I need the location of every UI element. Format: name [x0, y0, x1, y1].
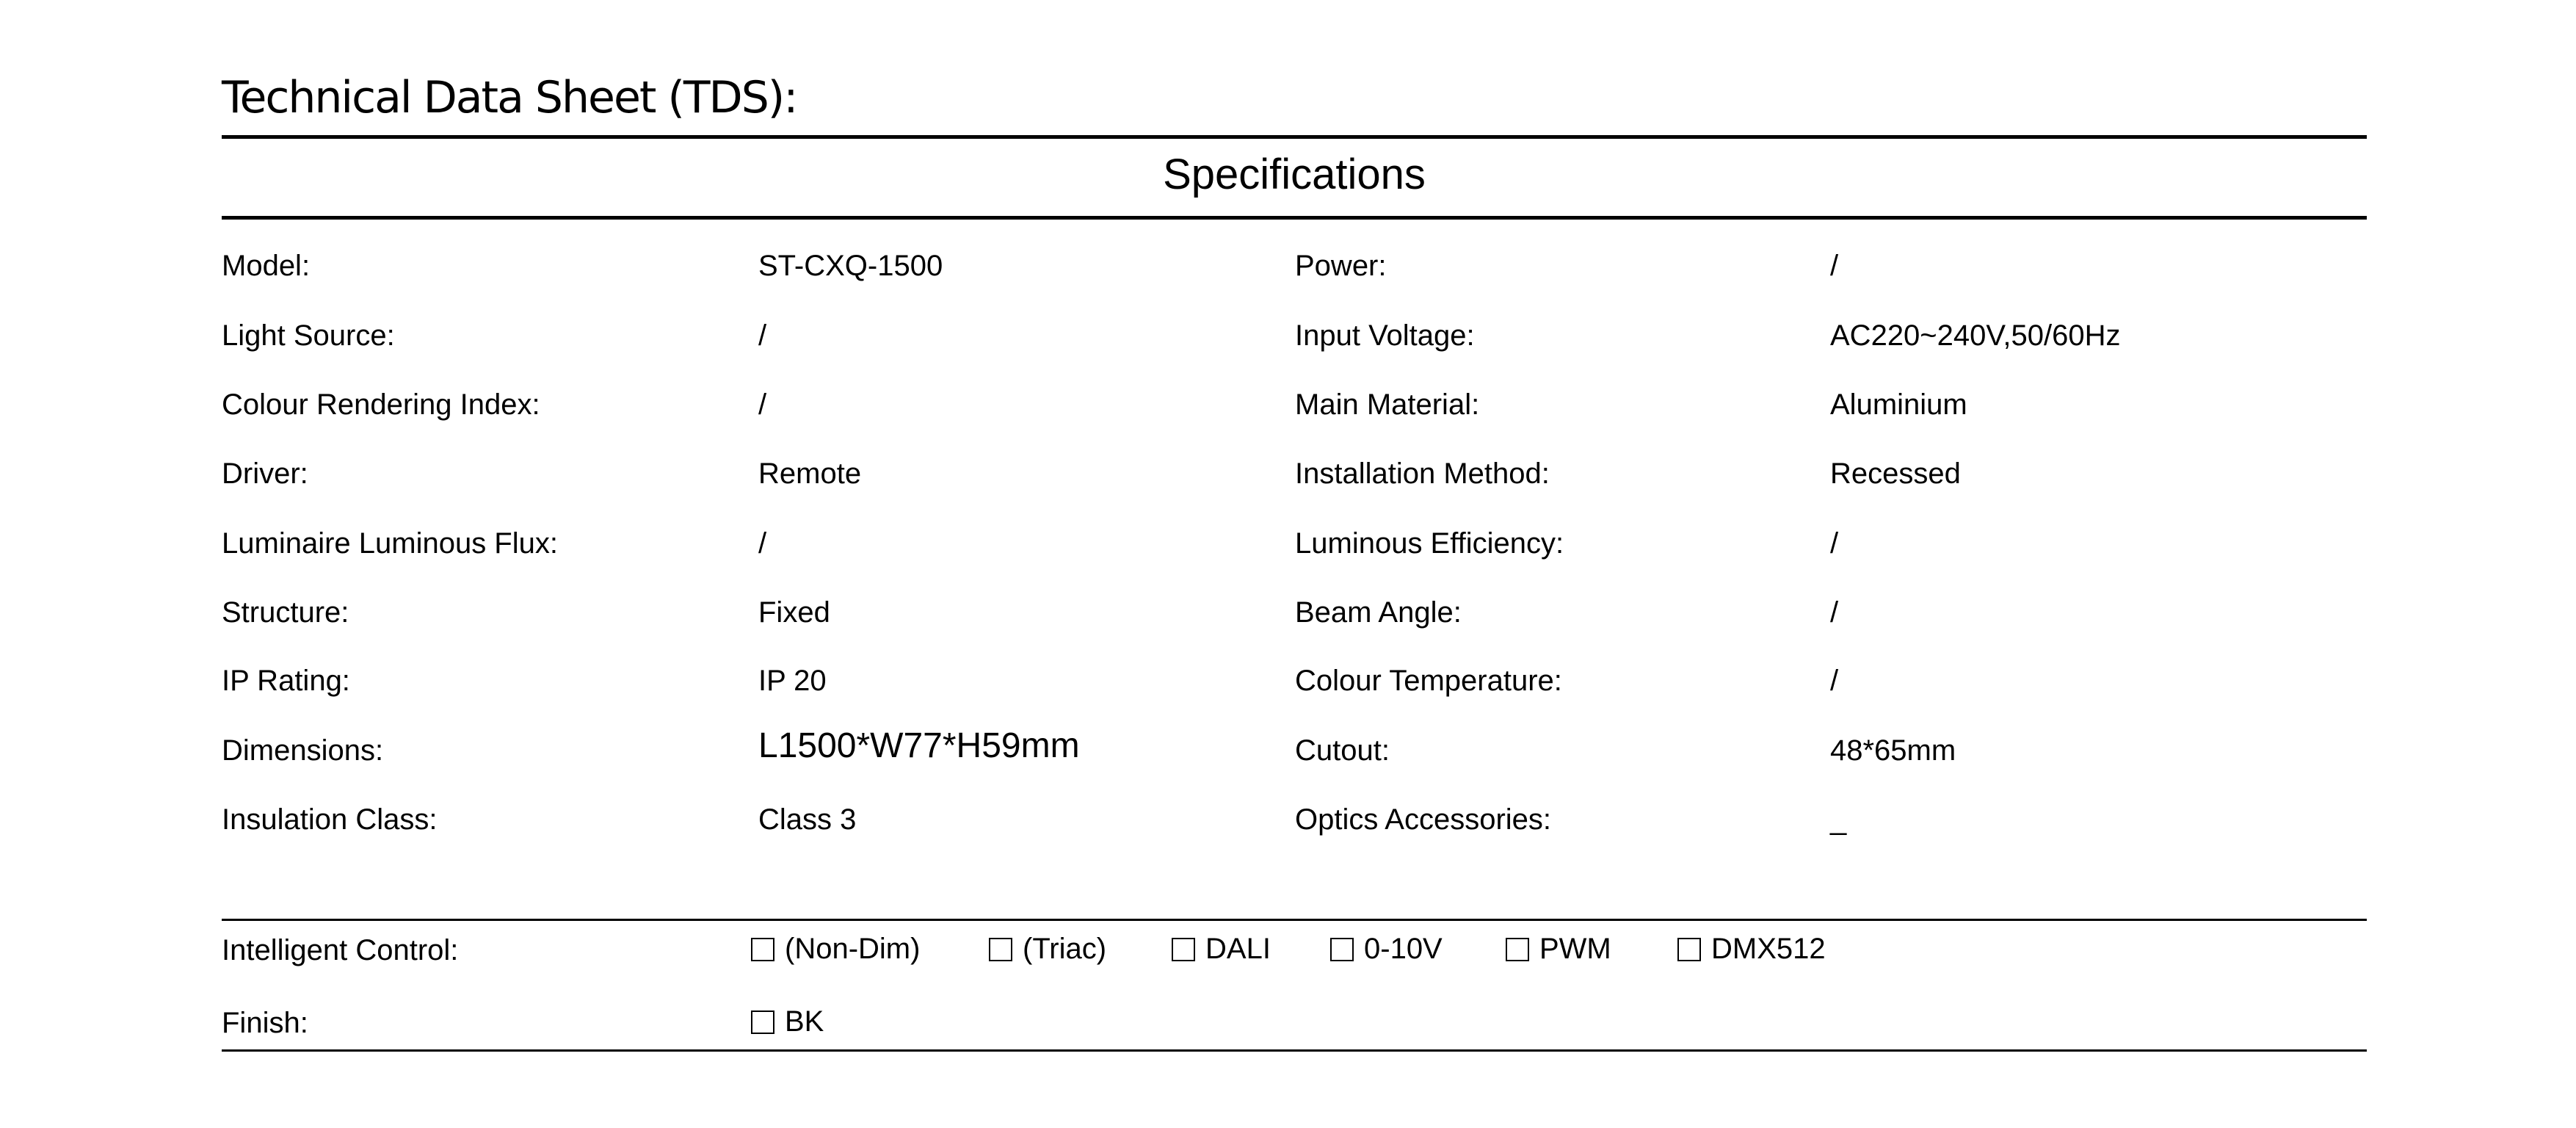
spec-label: Luminaire Luminous Flux:: [222, 527, 558, 560]
spec-label: Light Source:: [222, 319, 395, 352]
spec-value: Recessed: [1830, 458, 1961, 490]
checkbox-icon[interactable]: [1330, 937, 1354, 961]
checkbox-icon[interactable]: [1506, 937, 1529, 961]
divider: [222, 919, 2367, 921]
spec-value: L1500*W77*H59mm: [758, 726, 1080, 765]
checkbox-option[interactable]: PWM: [1506, 933, 1611, 966]
spec-label: Cutout:: [1295, 734, 1390, 767]
spec-label: Installation Method:: [1295, 458, 1550, 490]
spec-value: 48*65mm: [1830, 734, 1956, 767]
spec-value: Class 3: [758, 803, 857, 836]
checkbox-option[interactable]: 0-10V: [1330, 933, 1443, 966]
checkbox-label: (Non-Dim): [785, 933, 921, 965]
spec-label: Luminous Efficiency:: [1295, 527, 1564, 560]
spec-value: AC220~240V,50/60Hz: [1830, 319, 2121, 352]
checkbox-option[interactable]: (Triac): [989, 933, 1106, 966]
spec-value: /: [758, 527, 767, 560]
spec-value: Aluminium: [1830, 388, 1967, 421]
checkbox-label: DALI: [1205, 933, 1271, 965]
checkbox-label: (Triac): [1023, 933, 1107, 965]
checkbox-option[interactable]: (Non-Dim): [751, 933, 920, 966]
spec-label: Structure:: [222, 596, 349, 629]
spec-value: /: [1830, 596, 1839, 629]
checkbox-icon[interactable]: [1172, 937, 1195, 961]
spec-value: /: [1830, 250, 1839, 282]
checkbox-label: DMX512: [1711, 933, 1826, 965]
spec-label: Driver:: [222, 458, 308, 490]
spec-value: /: [758, 388, 767, 421]
spec-label: Insulation Class:: [222, 803, 438, 836]
spec-label: Colour Rendering Index:: [222, 388, 540, 421]
divider: [222, 1049, 2367, 1052]
checkbox-icon[interactable]: [989, 937, 1012, 961]
spec-label: Colour Temperature:: [1295, 665, 1562, 697]
divider: [222, 216, 2367, 220]
checkbox-label: BK: [785, 1005, 824, 1038]
spec-value: IP 20: [758, 665, 827, 697]
spec-label: IP Rating:: [222, 665, 350, 697]
spec-label: Main Material:: [1295, 388, 1480, 421]
finish-label: Finish:: [222, 1007, 308, 1039]
spec-label: Power:: [1295, 250, 1387, 282]
spec-value: Remote: [758, 458, 862, 490]
checkbox-option[interactable]: DALI: [1172, 933, 1271, 966]
spec-value: ST-CXQ-1500: [758, 250, 943, 282]
divider: [222, 135, 2367, 139]
checkbox-option[interactable]: DMX512: [1677, 933, 1826, 966]
spec-value: _: [1830, 803, 1847, 836]
spec-value: /: [1830, 665, 1839, 697]
control-label: Intelligent Control:: [222, 934, 459, 966]
checkbox-label: PWM: [1539, 933, 1611, 965]
checkbox-icon[interactable]: [751, 1010, 774, 1034]
spec-label: Dimensions:: [222, 734, 384, 767]
spec-value: /: [758, 319, 767, 352]
spec-label: Model:: [222, 250, 311, 282]
spec-label: Beam Angle:: [1295, 596, 1462, 629]
checkbox-option[interactable]: BK: [751, 1005, 824, 1038]
spec-label: Input Voltage:: [1295, 319, 1475, 352]
checkbox-label: 0-10V: [1364, 933, 1443, 965]
spec-value: Fixed: [758, 596, 830, 629]
section-heading: Specifications: [1163, 151, 1426, 198]
checkbox-icon[interactable]: [751, 937, 774, 961]
spec-label: Optics Accessories:: [1295, 803, 1552, 836]
spec-value: /: [1830, 527, 1839, 560]
checkbox-icon[interactable]: [1677, 937, 1701, 961]
page-title: Technical Data Sheet (TDS):: [222, 72, 798, 123]
